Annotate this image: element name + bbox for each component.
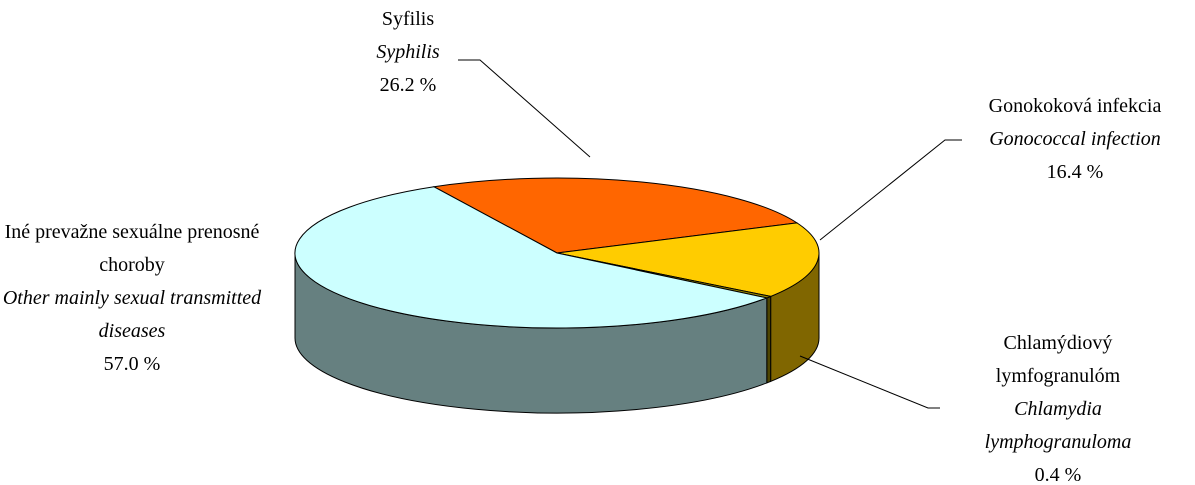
label-en: Syphilis [376, 41, 440, 63]
label-en: Chlamydia lymphogranuloma [984, 398, 1132, 453]
slice [294, 186, 769, 329]
leader-line [458, 59, 591, 158]
slice-side [766, 295, 772, 384]
slice-label: Chlamýdiový lymfogranulóm Chlamydia lymph… [968, 327, 1148, 485]
label-sk: Chlamýdiový lymfogranulóm [995, 332, 1121, 387]
value-label: 16.4 % [1046, 161, 1104, 183]
value-label: 26.2 % [379, 74, 437, 96]
value-label: 0.4 % [1034, 464, 1082, 485]
value-label: 57.0 % [103, 353, 161, 375]
leader-line [799, 355, 940, 409]
label-en: Gonococcal infection [989, 128, 1161, 150]
label-sk: Iné prevažne sexuálne prenosné choroby [4, 221, 260, 276]
label-en: Other mainly sexual transmitted diseases [2, 287, 262, 342]
label-sk: Gonokoková infekcia [988, 95, 1162, 117]
slice-label: Syfilis Syphilis 26.2 % [348, 3, 468, 102]
slice-label: Gonokoková infekcia Gonococcal infection 1… [955, 90, 1195, 189]
slice [556, 222, 820, 297]
leader-line [819, 139, 962, 241]
label-sk: Syfilis [381, 8, 435, 30]
slice-label: Iné prevažne sexuálne prenosné choroby Ot… [2, 216, 262, 381]
